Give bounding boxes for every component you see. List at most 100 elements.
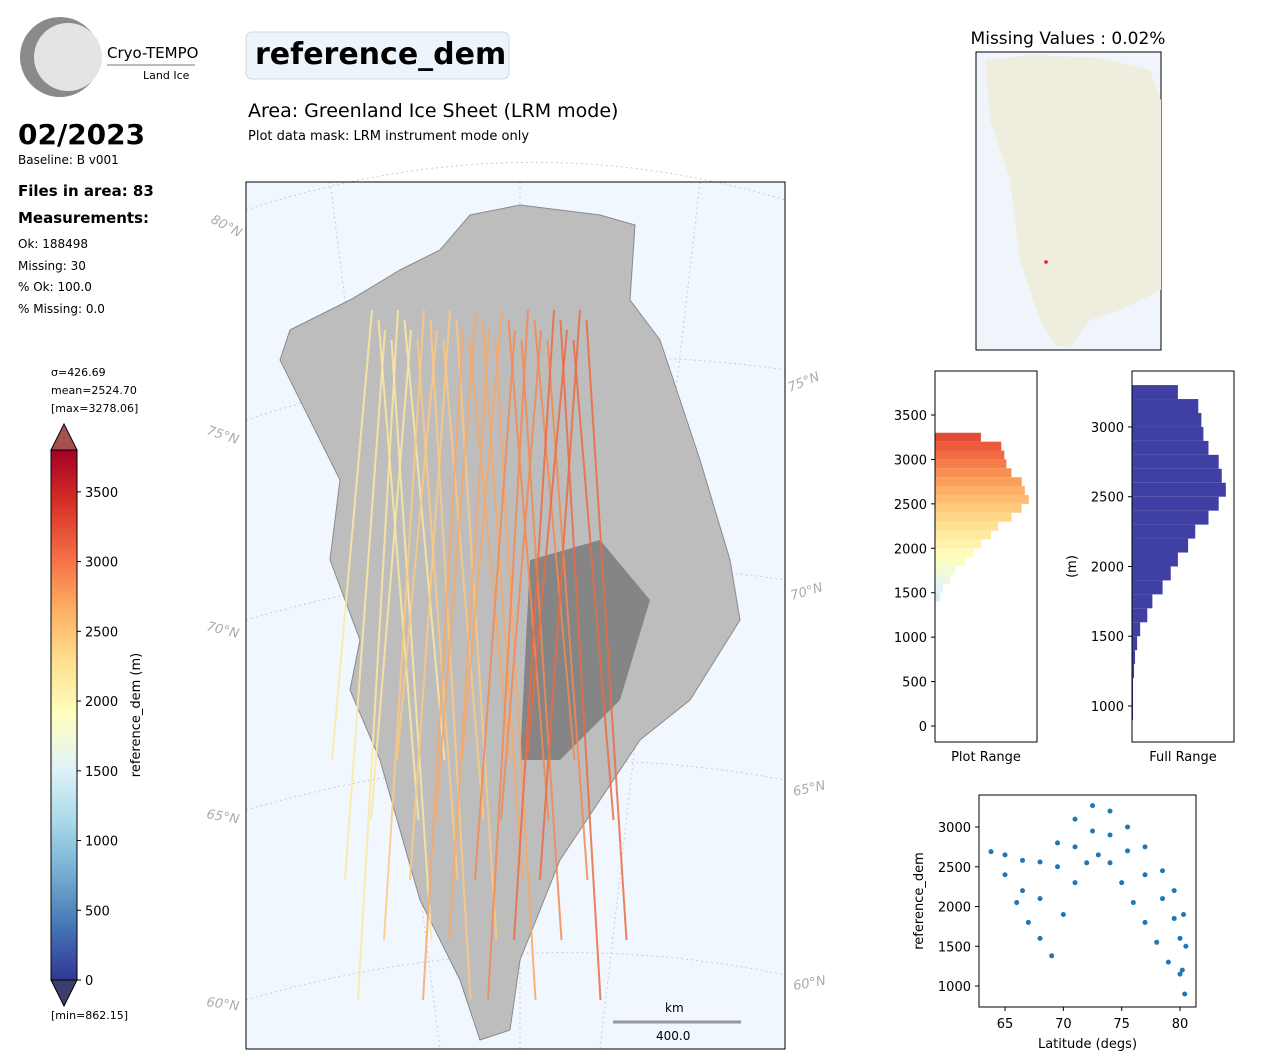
scatter-point [1130,900,1136,906]
colorbar [50,449,78,981]
track [383,309,425,941]
track [396,329,438,761]
plot-frame [978,794,1197,1008]
scatter-point [1160,868,1166,874]
y-tick-label: 1000 [894,631,927,646]
scatter-point [1119,880,1125,886]
track [546,339,589,881]
scatter-point [1171,915,1177,921]
scatter-point [1002,852,1008,858]
track [494,339,537,1001]
y-tick-label: 500 [902,676,927,691]
histogram-bar [1132,454,1219,469]
scatter-point [1037,859,1043,865]
histogram-bar [1132,622,1141,637]
histogram-bar [935,432,981,442]
scatter-point [1014,900,1020,906]
y-tick-label: 2000 [938,901,971,916]
y-tick-label: 1000 [1091,700,1124,715]
scatter-point [1125,824,1131,830]
histogram-bar [935,539,981,549]
scatter-point [1090,803,1096,809]
colorbar-label: reference_dem (m) [129,653,144,777]
scatter-point [1072,844,1078,850]
logo-name: Cryo-TEMPO [107,44,198,62]
histogram-bar [935,521,999,531]
track [474,329,516,881]
histogram-bar [1132,594,1153,609]
x-tick-label: 80 [1172,1017,1189,1032]
histogram-bar [1132,650,1136,665]
histogram-bar [935,459,1007,469]
scatter-point [1002,872,1008,878]
histogram-bar [935,557,966,567]
scatter-point [1125,848,1131,854]
track [461,309,503,761]
baseline: Baseline: B v001 [18,153,119,167]
histogram-bar [1132,706,1134,720]
scatter-point [1107,860,1113,866]
scatter-point [1055,840,1061,846]
track [526,329,568,761]
track [331,309,373,761]
track [370,329,412,821]
track [416,339,459,881]
scatter-point [1037,935,1043,941]
histogram-bar [935,477,1022,487]
x-tick-label: 65 [997,1017,1014,1032]
histogram-bar [935,486,1025,495]
y-tick-label: 3500 [894,409,927,424]
scatter-point [1177,971,1183,977]
files: Files in area: 83 [18,182,154,200]
inset-greenland [985,55,1161,348]
stat-line: % Ok: 100.0 [18,280,92,294]
x-tick-label: 70 [1055,1017,1072,1032]
track [507,319,550,821]
track [572,339,615,821]
stat-line: % Missing: 0.0 [18,302,105,316]
histogram-bar [1132,510,1209,525]
title-box [245,31,510,80]
scatter-point [1183,943,1189,949]
scatter-point [988,849,994,855]
track [357,309,399,1001]
histogram-bar [1132,482,1226,497]
scatter-point [1179,967,1185,973]
lat-label: 70°N [789,580,825,604]
x-axis-label: Latitude (degs) [1038,1037,1137,1052]
histogram-bar [1132,664,1135,679]
y-tick-label: 1000 [85,835,118,850]
y-tick-label: 3500 [85,486,118,501]
scatter-point [1165,959,1171,965]
scatter-point [1142,872,1148,878]
scatter-point [1020,857,1026,863]
y-tick-label: 1500 [894,587,927,602]
y-tick-label: 2500 [85,625,118,640]
track [520,339,563,941]
histogram-bar [935,548,974,558]
scatter-point [1084,860,1090,866]
colorbar-extend-min [50,979,78,1008]
lat-label: 60°N [205,995,240,1014]
date: 02/2023 [18,118,145,151]
histogram-bar [935,530,992,540]
main-map: km 400.0 80°N 75°N 70°N 65°N 60°N 75°N 7… [205,161,827,1050]
scatter-point [1171,888,1177,894]
map-frame [245,181,786,1050]
x-axis-label: Full Range [1149,750,1217,765]
y-tick-label: 2500 [1091,491,1124,506]
stat-line: Ok: 188498 [18,237,88,251]
track [487,309,529,1001]
track [539,309,581,881]
inset-map: Missing Values : 0.02% [971,29,1165,351]
scatter-point [1177,935,1183,941]
histogram-bar [935,583,944,593]
histogram-bar [1132,426,1204,441]
histogram-bar [935,494,1029,504]
scatter-point [1142,844,1148,850]
histogram-bar [935,468,1012,478]
track [403,319,446,761]
histogram-bar [1132,538,1189,553]
graticule-line [245,161,786,211]
